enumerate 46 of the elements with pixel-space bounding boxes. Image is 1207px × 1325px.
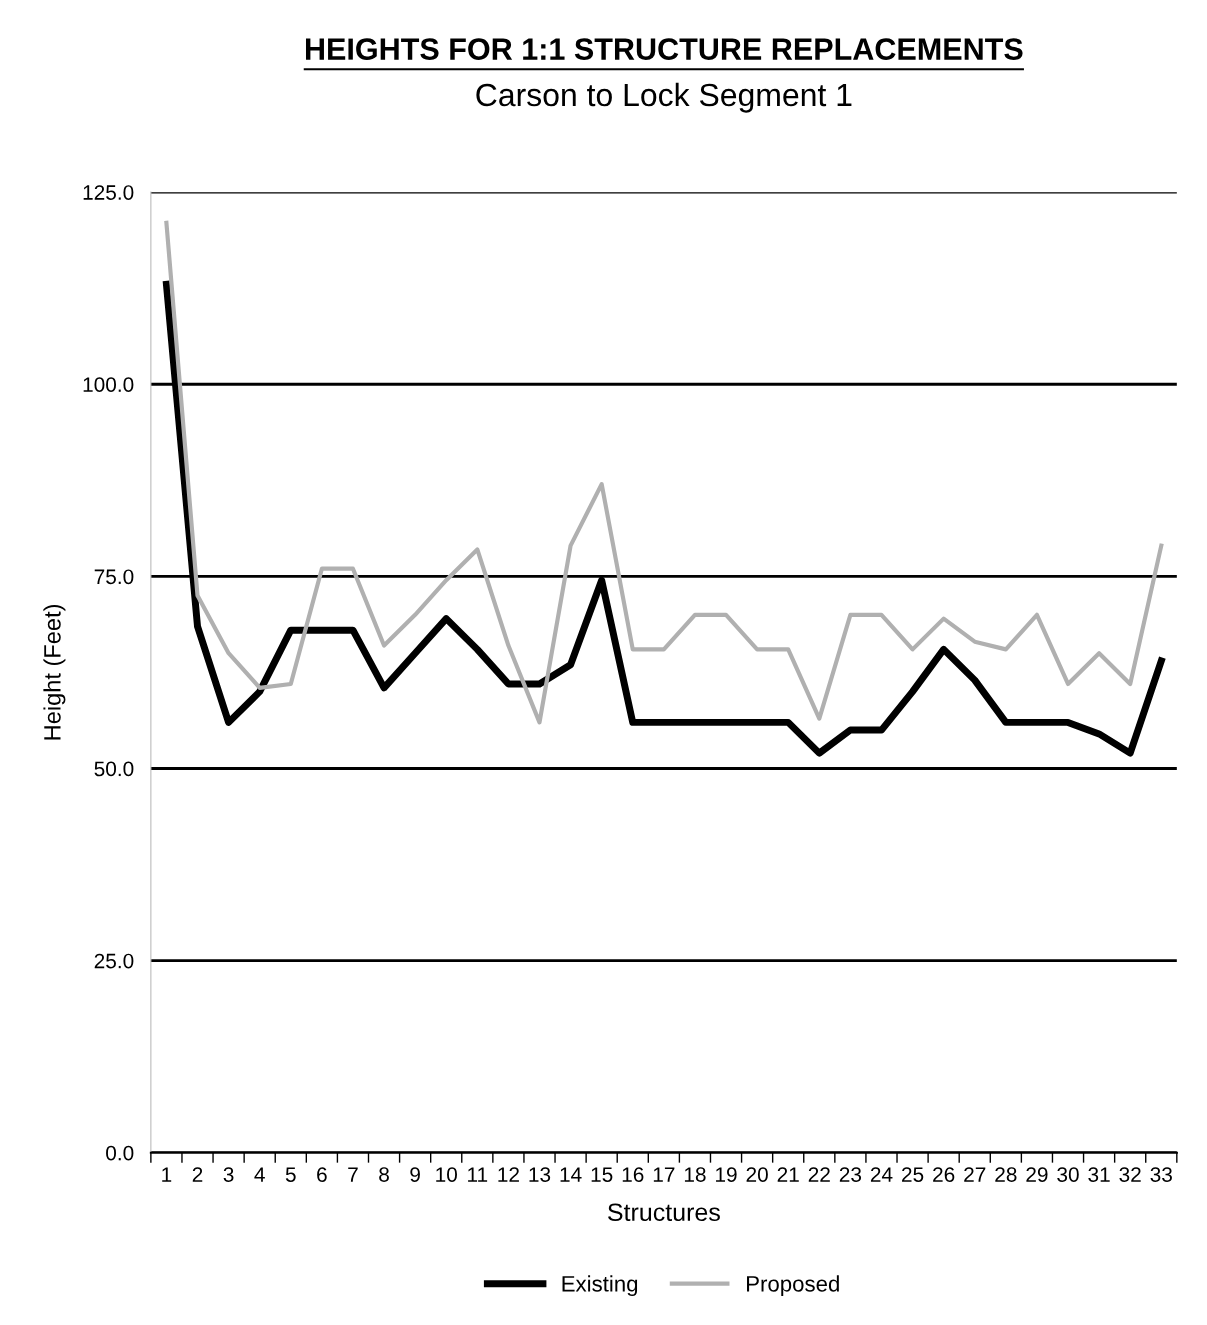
x-tick-label: 27 (964, 1167, 986, 1182)
x-tick-label: 20 (746, 1167, 768, 1182)
x-tick-label: 4 (254, 1167, 265, 1182)
x-tick-label: 8 (379, 1167, 389, 1182)
x-tick-label: 26 (933, 1167, 955, 1182)
x-axis-title: Structures (608, 1203, 720, 1222)
y-tick-label: 25.0 (94, 953, 134, 969)
chart-subtitle: Carson to Lock Segment 1 (476, 82, 852, 113)
y-tick-label: 0.0 (106, 1145, 134, 1161)
x-tick-label: 7 (348, 1167, 358, 1182)
x-tick-label: 6 (317, 1167, 327, 1182)
x-tick-label: 12 (498, 1167, 519, 1182)
x-tick-label: 21 (777, 1167, 799, 1182)
x-tick-label: 23 (839, 1167, 862, 1182)
x-tick-label: 5 (285, 1167, 296, 1182)
y-tick-label: 100.0 (83, 377, 134, 392)
x-tick-label: 25 (902, 1167, 924, 1182)
x-tick-label: 3 (223, 1167, 234, 1182)
x-tick-label: 29 (1026, 1167, 1048, 1182)
x-tick-label: 16 (622, 1167, 644, 1182)
x-tick-label: 18 (684, 1167, 706, 1182)
x-tick-label: 1 (162, 1167, 172, 1182)
x-tick-label: 31 (1088, 1167, 1110, 1182)
x-tick-label: 9 (410, 1167, 420, 1182)
x-tick-label: 10 (436, 1167, 457, 1182)
legend-label: Proposed (747, 1275, 839, 1297)
y-tick-label: 125.0 (83, 185, 134, 200)
x-tick-label: 11 (468, 1167, 488, 1182)
chart-title: HEIGHTS FOR 1:1 STRUCTURE REPLACEMENTS (305, 38, 1023, 60)
x-tick-label: 19 (716, 1167, 737, 1182)
y-tick-label: 50.0 (94, 761, 134, 777)
y-axis-title: Height (Feet) (43, 605, 66, 740)
x-tick-label: 33 (1150, 1167, 1172, 1182)
x-tick-label: 22 (808, 1167, 830, 1182)
x-tick-label: 2 (192, 1167, 203, 1182)
x-tick-label: 17 (653, 1167, 675, 1182)
x-tick-label: 13 (529, 1167, 551, 1182)
x-tick-label: 32 (1119, 1167, 1141, 1182)
x-tick-label: 30 (1057, 1167, 1079, 1182)
legend-label: Existing (562, 1275, 638, 1297)
y-tick-label: 75.0 (94, 569, 134, 585)
x-tick-label: 14 (560, 1167, 582, 1182)
x-tick-label: 24 (870, 1167, 893, 1182)
x-tick-label: 15 (591, 1167, 613, 1182)
x-tick-label: 28 (995, 1167, 1017, 1182)
line-series (164, 220, 1164, 725)
